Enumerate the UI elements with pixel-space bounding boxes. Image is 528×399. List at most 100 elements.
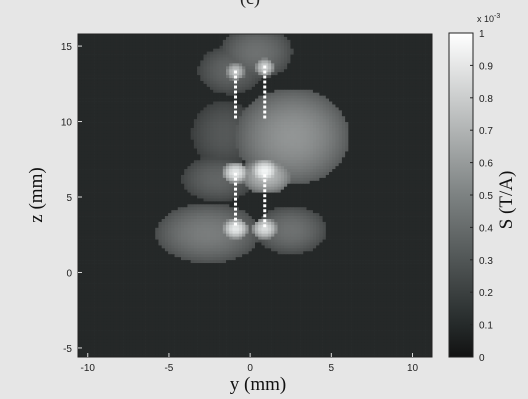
heatmap-cell — [232, 98, 237, 102]
heatmap-cell — [238, 57, 243, 61]
heatmap-cell — [419, 39, 423, 44]
heatmap-cell — [319, 151, 323, 155]
heatmap-cell — [319, 98, 323, 102]
heatmap-cell — [287, 104, 291, 108]
heatmap-cell — [319, 116, 323, 120]
heatmap-cell — [255, 66, 259, 70]
heatmap-cell — [216, 72, 220, 76]
heatmap-cell — [145, 166, 150, 170]
heatmap-cell — [158, 148, 163, 152]
heatmap-cell — [325, 119, 330, 123]
heatmap-cell — [164, 116, 169, 120]
heatmap-cell — [116, 163, 121, 167]
heatmap-cell — [171, 166, 175, 170]
heatmap-cell — [364, 160, 368, 164]
heatmap-cell — [94, 101, 98, 105]
heatmap-cell — [90, 104, 95, 108]
heatmap-cell — [325, 101, 330, 105]
heatmap-cell — [406, 116, 410, 120]
heatmap-cell — [113, 86, 117, 91]
heatmap-cell — [87, 122, 92, 126]
heatmap-cell — [106, 125, 111, 129]
heatmap-cell — [222, 113, 227, 117]
heatmap-cell — [322, 125, 327, 129]
heatmap-cell — [152, 110, 156, 114]
heatmap-cell — [280, 104, 285, 108]
heatmap-cell — [248, 75, 253, 79]
heatmap-cell — [300, 54, 304, 58]
heatmap-cell — [329, 145, 333, 149]
heatmap-cell — [303, 154, 307, 158]
heatmap-cell — [152, 163, 156, 167]
heatmap-cell — [428, 36, 433, 41]
heatmap-cell — [287, 42, 291, 47]
heatmap-cell — [158, 145, 163, 149]
heatmap-cell — [419, 107, 423, 111]
heatmap-cell — [341, 122, 346, 126]
heatmap-cell — [219, 133, 224, 138]
heatmap-cell — [235, 136, 240, 141]
heatmap-cell — [351, 48, 356, 52]
heatmap-cell — [258, 157, 262, 161]
heatmap-cell — [300, 107, 304, 111]
heatmap-cell — [374, 145, 378, 149]
heatmap-cell — [116, 154, 121, 158]
heatmap-cell — [329, 75, 333, 79]
heatmap-cell — [110, 57, 114, 61]
heatmap-cell — [81, 116, 85, 120]
heatmap-cell — [383, 127, 388, 132]
heatmap-cell — [290, 45, 294, 50]
heatmap-cell — [129, 154, 134, 158]
heatmap-cell — [132, 154, 137, 158]
heatmap-cell — [322, 116, 327, 120]
heatmap-cell — [267, 160, 272, 164]
heatmap-cell — [361, 145, 365, 149]
heatmap-cell — [171, 69, 175, 73]
heatmap-cell — [209, 39, 214, 44]
heatmap-cell — [341, 104, 346, 108]
heatmap-cell — [300, 80, 304, 85]
heatmap-cell — [148, 113, 153, 117]
heatmap-cell — [261, 69, 266, 73]
heatmap-cell — [177, 83, 182, 88]
heatmap-cell — [271, 127, 275, 132]
heatmap-cell — [393, 130, 397, 135]
heatmap-cell — [367, 75, 372, 79]
heatmap-cell — [403, 78, 407, 82]
heatmap-cell — [280, 136, 285, 141]
heatmap-cell — [267, 119, 272, 123]
heatmap-cell — [300, 92, 304, 97]
heatmap-cell — [300, 95, 304, 99]
heatmap-cell — [94, 95, 98, 99]
heatmap-cell — [406, 42, 410, 47]
heatmap-cell — [329, 54, 333, 58]
heatmap-cell — [110, 92, 114, 97]
heatmap-cell — [332, 39, 336, 44]
heatmap-cell — [361, 89, 365, 94]
heatmap-cell — [152, 78, 156, 82]
heatmap-cell — [415, 160, 420, 164]
heatmap-cell — [158, 101, 163, 105]
heatmap-cell — [351, 133, 356, 138]
heatmap-cell — [135, 110, 140, 114]
heatmap-cell — [396, 78, 401, 82]
heatmap-cell — [425, 80, 430, 85]
heatmap-cell — [341, 110, 346, 114]
heatmap-cell — [409, 69, 414, 73]
heatmap-cell — [97, 133, 101, 138]
heatmap-cell — [300, 130, 304, 135]
heatmap-cell — [348, 98, 352, 102]
heatmap-cell — [390, 45, 394, 50]
heatmap-cell — [312, 60, 317, 64]
heatmap-cell — [412, 72, 417, 76]
heatmap-cell — [325, 163, 330, 167]
heatmap-cell — [219, 107, 224, 111]
heatmap-cell — [129, 142, 134, 146]
heatmap-cell — [177, 89, 182, 94]
heatmap-cell — [168, 122, 172, 126]
heatmap-cell — [345, 86, 349, 91]
heatmap-cell — [116, 63, 121, 67]
heatmap-cell — [351, 60, 356, 64]
heatmap-cell — [171, 107, 175, 111]
heatmap-cell — [377, 66, 381, 70]
